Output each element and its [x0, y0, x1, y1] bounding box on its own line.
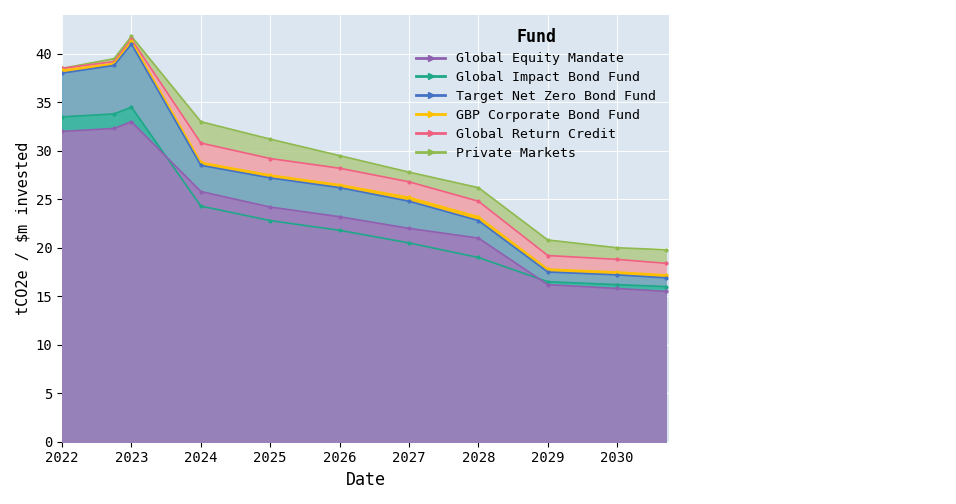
Y-axis label: tCO2e / $m invested: tCO2e / $m invested	[15, 142, 30, 315]
X-axis label: Date: Date	[346, 471, 385, 489]
Legend: Global Equity Mandate, Global Impact Bond Fund, Target Net Zero Bond Fund, GBP C: Global Equity Mandate, Global Impact Bon…	[410, 22, 663, 166]
